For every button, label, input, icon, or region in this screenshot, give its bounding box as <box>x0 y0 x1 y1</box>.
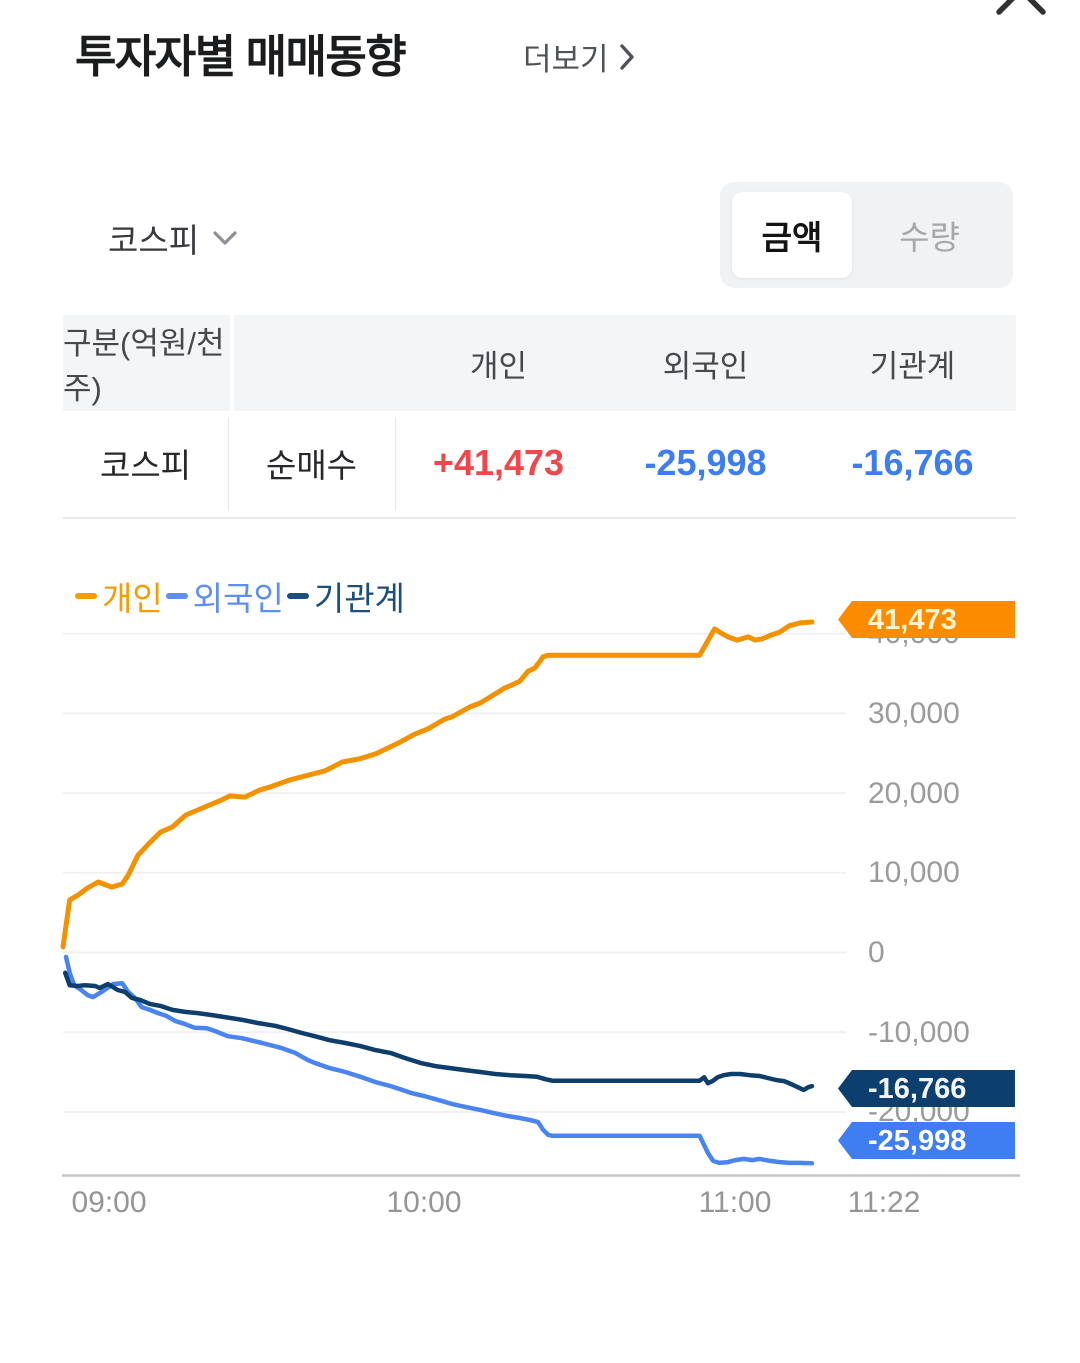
amount-quantity-toggle: 금액 수량 <box>720 182 1013 288</box>
y-axis-label: 0 <box>868 936 885 969</box>
column-header-individual: 개인 <box>469 348 528 384</box>
row-institution-value: -16,766 <box>851 442 974 483</box>
legend-dash-icon <box>75 593 97 599</box>
x-axis-label: 10:00 <box>386 1186 462 1219</box>
table-header-group: 구분(억원/천주) <box>63 315 230 411</box>
row-foreign-value: -25,998 <box>644 442 767 483</box>
table-header-columns: 개인 외국인 기관계 <box>234 315 1016 411</box>
x-axis-label: 11:22 <box>847 1186 921 1219</box>
more-button[interactable]: 더보기 <box>523 34 635 79</box>
table-row: 코스피 순매수 +41,473 -25,998 -16,766 <box>63 411 1016 519</box>
legend-dash-icon <box>165 593 188 599</box>
row-market-cell: 코스피 <box>99 447 192 484</box>
value-badge-institution: -16,766 <box>838 1070 1015 1107</box>
y-axis-label: 30,000 <box>868 696 960 730</box>
toggle-quantity[interactable]: 수량 <box>899 219 960 256</box>
series-line-institution <box>62 970 815 1093</box>
series-line-individual <box>60 619 815 950</box>
page-title: 투자자별 매매동향 <box>75 31 407 82</box>
series-line-foreign <box>63 954 815 1166</box>
row-tradetype-cell: 순매수 <box>265 447 358 484</box>
legend-dash-icon <box>286 593 309 599</box>
legend-label: 기관계 <box>313 580 405 617</box>
close-icon[interactable] <box>985 0 1065 28</box>
x-axis-label: 11:00 <box>698 1186 772 1219</box>
chevron-right-icon <box>619 43 634 70</box>
x-axis-label: 09:00 <box>71 1186 147 1219</box>
y-axis-label: -10,000 <box>868 1015 970 1049</box>
more-label: 더보기 <box>523 42 609 77</box>
column-header-institution: 기관계 <box>869 348 956 384</box>
chart-legend: 개인 외국인 기관계 <box>75 572 408 620</box>
market-dropdown[interactable]: 코스피 <box>108 214 237 262</box>
value-badge-individual: 41,473 <box>838 601 1015 638</box>
legend-label: 외국인 <box>192 580 284 617</box>
y-axis-label: 10,000 <box>868 856 960 890</box>
value-badge-foreign: -25,998 <box>838 1122 1015 1159</box>
column-header-foreign: 외국인 <box>662 348 749 384</box>
market-dropdown-value: 코스피 <box>108 222 200 259</box>
legend-label: 개인 <box>102 580 163 617</box>
column-header-unit: 구분(억원/천주) <box>63 326 225 406</box>
row-individual-value: +41,473 <box>432 442 565 483</box>
chevron-down-icon <box>213 231 237 245</box>
toggle-amount[interactable]: 금액 <box>732 192 852 278</box>
y-axis-label: 20,000 <box>868 776 960 810</box>
